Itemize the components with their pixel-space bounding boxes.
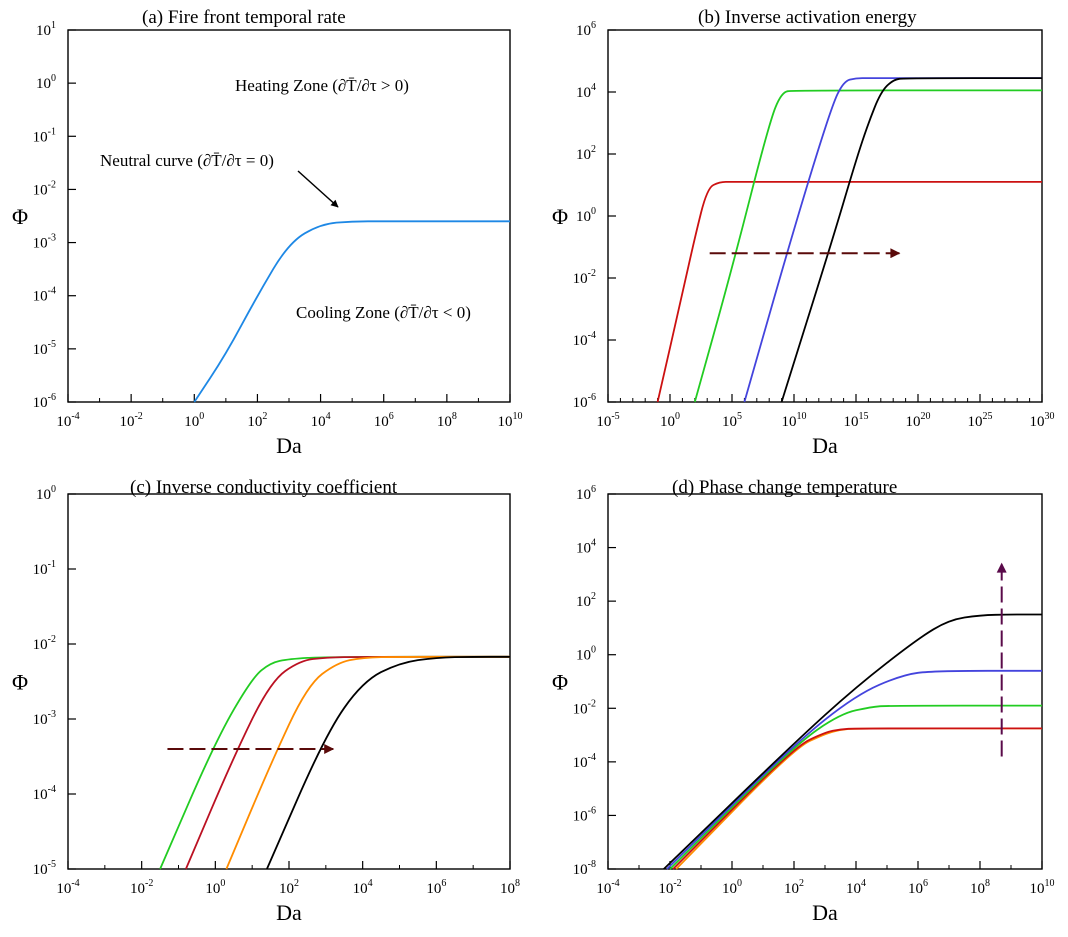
series-d-blue	[666, 669, 1042, 870]
x-tick-label: 104	[846, 878, 866, 897]
panel-c: (c) Inverse conductivity coefficient 10-…	[12, 477, 520, 925]
neutral-curve-annotation: Neutral curve (∂T̄/∂τ = 0)	[100, 151, 274, 170]
series-b-red	[656, 180, 1042, 403]
axes-frame-c	[67, 493, 511, 870]
panel-b: (b) Inverse activation energy 10-5 100 105…	[552, 7, 1055, 458]
y-axis-label: Φ	[552, 204, 568, 229]
x-axis-label: Da	[276, 433, 302, 458]
y-tick-label: 10-3	[33, 233, 56, 252]
panel-d: (d) Phase change temperature 10-4 10-2 100…	[552, 477, 1055, 925]
x-tick-label: 108	[500, 878, 520, 897]
series-b-black	[780, 77, 1042, 403]
y-tick-label: 10-6	[573, 392, 596, 411]
y-tick-label: 10-1	[33, 559, 56, 578]
y-axis-label: Φ	[12, 670, 28, 695]
y-tick-label: 100	[36, 73, 56, 92]
y-tick-label: 100	[576, 206, 596, 225]
y-axis-label: Φ	[12, 204, 28, 229]
x-axis-label: Da	[812, 433, 838, 458]
x-tick-label: 1010	[1030, 878, 1055, 897]
x-tick-label: 106	[908, 878, 928, 897]
x-tick-label: 1010	[782, 411, 807, 430]
x-tick-label: 10-2	[658, 878, 681, 897]
series-c-orange	[225, 655, 510, 870]
y-tick-label: 10-1	[33, 126, 56, 145]
y-tick-label: 101	[36, 20, 56, 39]
y-tick-label: 10-4	[33, 286, 56, 305]
x-tick-label: 100	[660, 411, 680, 430]
series-c-black	[266, 655, 510, 870]
neutral-curve-pointer	[297, 170, 339, 208]
x-tick-label: 10-2	[119, 411, 142, 430]
y-tick-label: 106	[576, 484, 596, 503]
y-tick-label: 102	[576, 144, 596, 163]
x-tick-label: 102	[279, 878, 299, 897]
panel-d-title: (d) Phase change temperature	[672, 477, 897, 498]
y-tick-label: 10-2	[573, 698, 596, 717]
series-c-green	[159, 655, 510, 870]
series-b-blue	[743, 77, 1042, 403]
x-tick-label: 10-5	[596, 411, 619, 430]
y-tick-label: 10-3	[33, 709, 56, 728]
x-tick-label: 108	[970, 878, 990, 897]
y-tick-label: 100	[36, 484, 56, 503]
y-tick-label: 10-4	[33, 784, 56, 803]
y-tick-label: 10-2	[33, 179, 56, 198]
x-tick-label: 10-2	[130, 878, 153, 897]
cooling-zone-annotation: Cooling Zone (∂T̄/∂τ < 0)	[296, 303, 471, 322]
axes-frame-b	[607, 29, 1043, 403]
x-tick-label: 100	[205, 878, 225, 897]
y-tick-label: 102	[576, 591, 596, 610]
x-tick-label: 102	[784, 878, 804, 897]
x-tick-label: 104	[311, 411, 331, 430]
x-axis-label: Da	[276, 900, 302, 925]
x-tick-label: 1015	[844, 411, 869, 430]
y-tick-label: 10-4	[573, 330, 596, 349]
x-tick-label: 10-4	[56, 411, 79, 430]
series-b-green	[693, 89, 1042, 403]
y-tick-label: 104	[576, 538, 596, 557]
x-tick-label: 100	[722, 878, 742, 897]
x-tick-label: 104	[353, 878, 373, 897]
x-tick-label: 1025	[968, 411, 993, 430]
x-tick-label: 108	[437, 411, 457, 430]
panel-a: (a) Fire front temporal rate Heating Zon…	[12, 7, 523, 458]
y-tick-label: 10-2	[33, 634, 56, 653]
y-tick-label: 10-8	[573, 859, 596, 878]
x-tick-label: 105	[722, 411, 742, 430]
y-tick-label: 10-5	[33, 339, 56, 358]
y-tick-label: 10-6	[573, 805, 596, 824]
axes-frame-d	[607, 493, 1043, 870]
series-d-black	[663, 613, 1042, 870]
series-c-red	[185, 655, 510, 870]
x-tick-label: 10-4	[596, 878, 619, 897]
panel-a-title: (a) Fire front temporal rate	[142, 7, 346, 28]
y-tick-label: 10-6	[33, 392, 56, 411]
y-tick-label: 10-4	[573, 752, 596, 771]
x-tick-label: 1020	[906, 411, 931, 430]
heating-zone-annotation: Heating Zone (∂T̄/∂τ > 0)	[235, 76, 409, 95]
panel-b-title: (b) Inverse activation energy	[698, 7, 917, 28]
series-d-green	[669, 704, 1042, 870]
x-tick-label: 100	[184, 411, 204, 430]
x-tick-label: 10-4	[56, 878, 79, 897]
x-tick-label: 102	[247, 411, 267, 430]
y-axis-label: Φ	[552, 670, 568, 695]
series-d-red	[672, 727, 1042, 870]
x-axis-label: Da	[812, 900, 838, 925]
y-tick-label: 100	[576, 645, 596, 664]
x-tick-label: 1010	[498, 411, 523, 430]
x-tick-label: 106	[374, 411, 394, 430]
series-a-Neutral curve	[193, 220, 510, 403]
y-tick-label: 10-5	[33, 859, 56, 878]
y-tick-label: 106	[576, 20, 596, 39]
panel-c-title: (c) Inverse conductivity coefficient	[130, 477, 398, 498]
y-tick-label: 10-2	[573, 268, 596, 287]
x-tick-label: 1030	[1030, 411, 1055, 430]
series-d-orange	[675, 727, 1042, 870]
y-tick-label: 104	[576, 82, 596, 101]
x-tick-label: 106	[426, 878, 446, 897]
